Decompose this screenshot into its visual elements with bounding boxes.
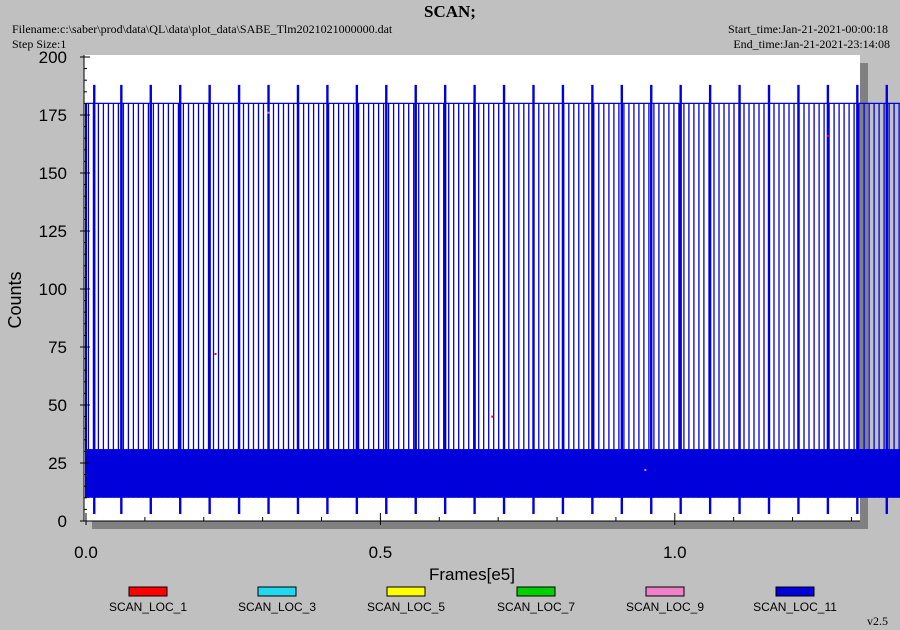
legend-item-scan-loc-11: SCAN_LOC_11 (753, 586, 837, 614)
x-tick-label-1: 0.5 (369, 543, 393, 562)
legend-label-scan-loc-7: SCAN_LOC_7 (497, 600, 575, 614)
scan-loc-1-point-3 (826, 134, 829, 137)
legend-swatch-scan-loc-5 (386, 586, 426, 597)
scan-loc-1-point-1 (214, 352, 217, 355)
x-tick-label-2: 1.0 (663, 543, 687, 562)
legend-item-scan-loc-7: SCAN_LOC_7 (497, 586, 575, 614)
series-scan-loc-11 (85, 84, 900, 515)
legend-swatch-scan-loc-9 (645, 586, 685, 597)
filename-label: Filename:c:\saber\prod\data\QL\data\plot… (12, 22, 393, 36)
y-tick-label-0: 0 (58, 512, 67, 531)
legend-swatch-scan-loc-1 (128, 586, 168, 597)
series-layer (85, 84, 900, 515)
y-axis-label: Counts (5, 271, 25, 328)
scan-loc-9-point-2 (644, 468, 647, 471)
legend-swatch-scan-loc-3 (257, 586, 297, 597)
version-label: v2.5 (867, 614, 888, 628)
scan-loc-11-scan-lines (87, 103, 900, 498)
step-size-label: Step Size:1 (12, 37, 67, 51)
legend-label-scan-loc-5: SCAN_LOC_5 (367, 600, 445, 614)
axes-layer: 02550751001251501752000.00.51.01.52.02.5… (5, 48, 860, 584)
legend-label-scan-loc-11: SCAN_LOC_11 (753, 600, 837, 614)
legend: SCAN_LOC_1 SCAN_LOC_3 SCAN_LOC_5 SCAN_LOC_7… (109, 586, 837, 614)
legend-label-scan-loc-3: SCAN_LOC_3 (238, 600, 316, 614)
y-tick-label-175: 175 (39, 106, 67, 125)
legend-item-scan-loc-5: SCAN_LOC_5 (367, 586, 445, 614)
legend-label-scan-loc-9: SCAN_LOC_9 (626, 600, 704, 614)
end-time-label: End_time:Jan-21-2021-23:14:08 (733, 37, 890, 51)
legend-label-scan-loc-1: SCAN_LOC_1 (109, 600, 187, 614)
chart-title: SCAN; (424, 2, 476, 21)
series-scan-loc-9 (267, 111, 647, 471)
y-tick-label-200: 200 (39, 48, 67, 67)
x-tick-label-0: 0.0 (74, 543, 98, 562)
legend-item-scan-loc-1: SCAN_LOC_1 (109, 586, 187, 614)
legend-swatch-scan-loc-11 (775, 586, 815, 597)
y-tick-label-75: 75 (48, 338, 67, 357)
y-tick-label-50: 50 (48, 396, 67, 415)
start-time-label: Start_time:Jan-21-2021-00:00:18 (728, 22, 888, 36)
series-scan-loc-1 (214, 134, 829, 418)
y-tick-label-25: 25 (48, 454, 67, 473)
legend-item-scan-loc-9: SCAN_LOC_9 (626, 586, 704, 614)
x-axis-label: Frames[e5] (429, 565, 515, 584)
y-tick-label-125: 125 (39, 222, 67, 241)
scan-loc-1-point-2 (491, 415, 494, 418)
y-tick-label-100: 100 (39, 280, 67, 299)
scan-loc-9-point-1 (267, 111, 270, 114)
y-tick-label-150: 150 (39, 164, 67, 183)
legend-swatch-scan-loc-7 (516, 586, 556, 597)
legend-item-scan-loc-3: SCAN_LOC_3 (238, 586, 316, 614)
